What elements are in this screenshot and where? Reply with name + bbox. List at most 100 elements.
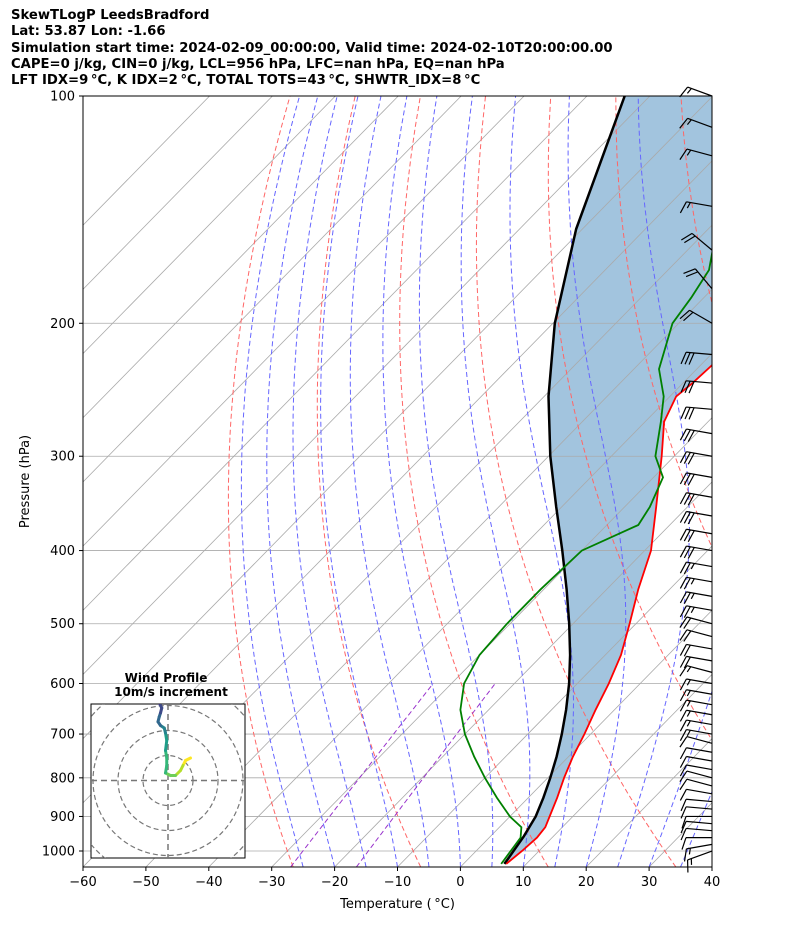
y-tick-label: 300 bbox=[50, 450, 75, 465]
barb-staff bbox=[686, 428, 713, 435]
wind-barb bbox=[679, 755, 713, 768]
hodograph-trace-segment bbox=[164, 739, 169, 752]
y-tick-label: 800 bbox=[50, 771, 75, 786]
hodograph-title: Wind Profile bbox=[125, 671, 208, 685]
isotherm-line bbox=[334, 481, 712, 867]
barb-staff bbox=[686, 561, 713, 568]
dry-adiabat-line bbox=[475, 96, 677, 867]
moist-adiabat-line bbox=[567, 96, 627, 867]
x-tick-label: −40 bbox=[195, 875, 222, 890]
isotherm-line bbox=[397, 545, 712, 867]
y-axis-label: Pressure (hPa) bbox=[18, 435, 33, 528]
wind-barb bbox=[679, 510, 713, 525]
wind-barb bbox=[679, 451, 713, 465]
header-station-title: SkewTLogP LeedsBradford bbox=[11, 8, 210, 23]
barb-flag bbox=[679, 428, 687, 441]
x-tick-label: 0 bbox=[456, 875, 464, 890]
chart-axes: −60 −50 −40 −30 −20 −10 0 10 20 30 40 100 200 300 400 5… bbox=[18, 90, 720, 913]
wind-barb bbox=[681, 837, 712, 850]
barb-flag bbox=[679, 756, 687, 768]
barb-flag bbox=[687, 473, 695, 486]
header-stability-params: CAPE=0 j/kg, CIN=0 j/kg, LCL=956 hPa, LF… bbox=[11, 56, 505, 72]
x-tick-label: −10 bbox=[384, 875, 411, 890]
barb-flag bbox=[680, 806, 687, 819]
isotherm-line bbox=[83, 96, 525, 547]
barb-staff bbox=[686, 678, 713, 685]
barb-flag bbox=[683, 630, 692, 642]
wind-barb bbox=[679, 605, 713, 618]
moist-adiabat-line bbox=[460, 96, 531, 867]
x-tick-label: −30 bbox=[258, 875, 285, 890]
barb-flag bbox=[684, 407, 691, 420]
moist-adiabat-line bbox=[292, 96, 367, 867]
barb-staff bbox=[686, 351, 713, 356]
barb-flag bbox=[687, 530, 695, 543]
barb-staff bbox=[686, 709, 713, 716]
barb-half-flag bbox=[690, 592, 695, 600]
barb-flag bbox=[680, 821, 687, 834]
hodograph-plot bbox=[91, 704, 245, 858]
barb-half-flag bbox=[686, 119, 692, 126]
header-coordinates: Lat: 53.87 Lon: -1.66 bbox=[11, 24, 166, 40]
wind-barb bbox=[679, 201, 713, 214]
wind-barbs bbox=[679, 86, 713, 873]
barb-flag bbox=[680, 828, 687, 841]
wind-barb bbox=[679, 545, 713, 559]
barb-flag bbox=[688, 352, 695, 365]
isotherm-line bbox=[523, 673, 712, 867]
cape-area bbox=[504, 96, 712, 864]
mixing-ratio-line bbox=[355, 683, 496, 867]
barb-flag bbox=[687, 430, 695, 442]
moist-adiabat-lines bbox=[240, 96, 712, 867]
barb-flag bbox=[679, 148, 688, 160]
barb-flag bbox=[679, 577, 687, 589]
wind-barb bbox=[679, 788, 713, 801]
wind-barb bbox=[679, 591, 713, 604]
barb-flag bbox=[683, 493, 691, 505]
barb-staff bbox=[686, 798, 713, 803]
barb-half-flag bbox=[688, 848, 691, 855]
barb-staff bbox=[686, 755, 713, 762]
wind-barb bbox=[680, 806, 713, 819]
barb-flag bbox=[683, 311, 694, 322]
barb-staff bbox=[686, 472, 713, 478]
mixing-ratio-line bbox=[290, 683, 434, 867]
barb-flag bbox=[679, 689, 687, 702]
isotherm-line bbox=[775, 96, 794, 867]
wind-barb bbox=[679, 665, 713, 677]
x-tick-label: −20 bbox=[321, 875, 348, 890]
wind-barb bbox=[679, 309, 713, 324]
wind-barb bbox=[680, 798, 713, 812]
moist-adiabat-line bbox=[648, 689, 712, 867]
barb-flag bbox=[679, 764, 687, 777]
barb-staff bbox=[687, 86, 713, 97]
barb-flag bbox=[683, 562, 691, 575]
barb-flag bbox=[679, 616, 688, 628]
barb-flag bbox=[679, 719, 687, 732]
barb-flag bbox=[681, 816, 687, 829]
barb-flag bbox=[679, 736, 688, 748]
barb-flag bbox=[680, 799, 687, 812]
barb-staff bbox=[686, 764, 713, 771]
x-axis-label: Temperature ( °C) bbox=[339, 897, 455, 912]
barb-flag bbox=[683, 473, 691, 485]
barb-flag bbox=[683, 511, 691, 524]
wind-barb bbox=[679, 764, 713, 777]
chart-header: SkewTLogP LeedsBradford Lat: 53.87 Lon: … bbox=[11, 8, 613, 89]
barb-staff bbox=[686, 591, 713, 597]
barb-flag bbox=[679, 656, 687, 668]
barb-staff bbox=[686, 719, 713, 726]
moist-adiabat-line bbox=[266, 96, 336, 867]
barb-flag bbox=[683, 577, 691, 590]
wind-barb bbox=[679, 699, 713, 712]
y-tick-label: 1000 bbox=[42, 845, 75, 860]
wind-barb bbox=[679, 117, 713, 129]
barb-flag bbox=[681, 837, 687, 850]
dewpoint-profile-line bbox=[459, 249, 712, 865]
temperature-profile-line bbox=[505, 363, 712, 865]
moist-adiabat-line bbox=[349, 96, 430, 867]
y-tick-label: 900 bbox=[50, 810, 75, 825]
header-simulation-times: Simulation start time: 2024-02-09_00:00:… bbox=[11, 40, 613, 56]
barb-staff bbox=[686, 806, 713, 810]
